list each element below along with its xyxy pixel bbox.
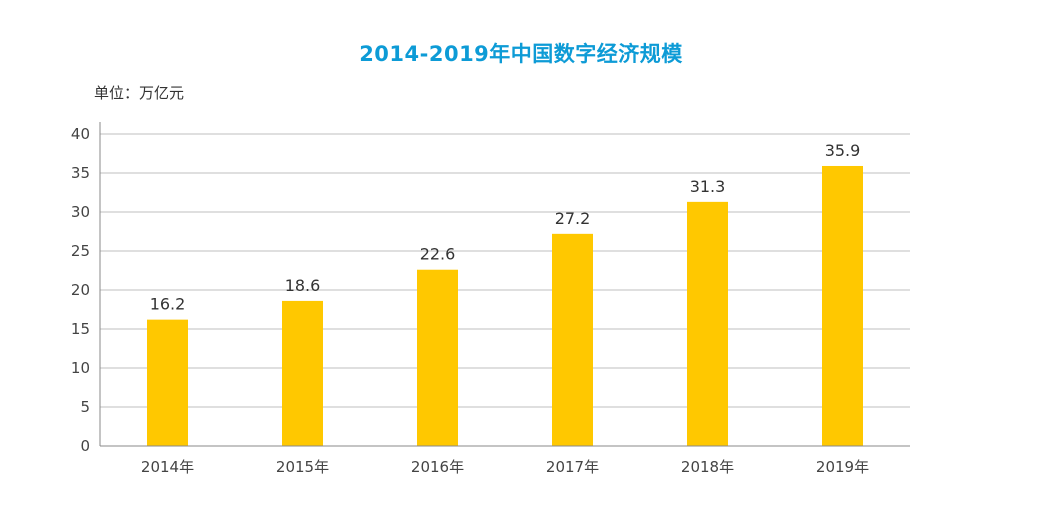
bar [282,300,323,446]
axes [99,122,910,447]
x-tick-label: 2016年 [411,458,464,476]
bar [822,165,863,447]
y-tick-label: 0 [80,437,90,455]
y-tick-label: 5 [80,398,90,416]
x-tick-label: 2017年 [546,458,599,476]
bar-value-label: 31.3 [690,177,726,196]
bar [417,269,458,446]
chart-title: 2014-2019年中国数字经济规模 [359,42,683,66]
bar-value-label: 22.6 [420,245,456,264]
x-axis-ticks: 2014年 2015年 2016年 2017年 2018年 2019年 [141,458,869,476]
y-tick-label: 20 [71,281,90,299]
y-tick-label: 40 [71,125,90,143]
bar-value-labels: 16.2 18.6 22.6 27.2 31.3 35.9 [150,141,861,314]
bar-value-label: 27.2 [555,209,591,228]
x-tick-label: 2015年 [276,458,329,476]
unit-label: 单位：万亿元 [94,84,185,102]
bar [147,319,188,446]
bar [552,233,593,446]
bar [687,201,728,446]
y-tick-label: 10 [71,359,90,377]
bar-value-label: 35.9 [825,141,861,160]
y-tick-label: 30 [71,203,90,221]
y-tick-label: 35 [71,164,90,182]
bar-value-label: 18.6 [285,276,321,295]
x-tick-label: 2019年 [816,458,869,476]
x-tick-label: 2014年 [141,458,194,476]
bars [147,165,863,447]
bar-value-label: 16.2 [150,295,186,314]
y-tick-label: 25 [71,242,90,260]
gridlines [100,133,910,408]
y-axis-ticks: 0 5 10 15 20 25 30 35 40 [71,125,90,455]
x-tick-label: 2018年 [681,458,734,476]
y-tick-label: 15 [71,320,90,338]
